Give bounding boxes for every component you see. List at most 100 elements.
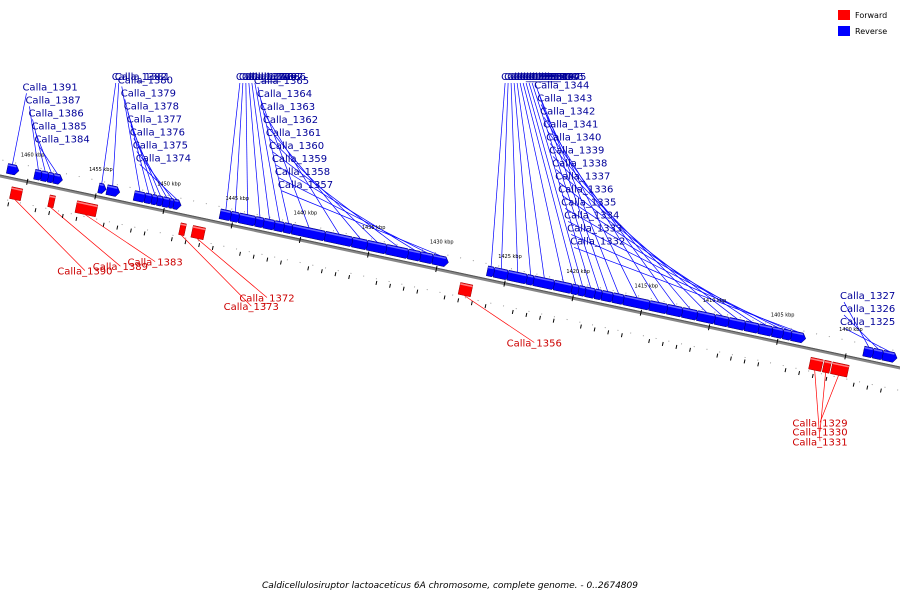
gene-label: Calla_1353: [507, 72, 562, 83]
gene-label: Calla_1325: [840, 317, 895, 328]
gene-calla-1374[interactable]: [172, 198, 182, 210]
gene-calla-1382[interactable]: [97, 182, 107, 194]
gene-label: Calla_1363: [260, 102, 315, 113]
gene-calla-1384[interactable]: [52, 173, 63, 185]
gene-label: Calla_1348: [522, 72, 577, 83]
gene-highlight: [697, 311, 715, 317]
gene-highlight: [367, 241, 386, 247]
gene-highlight: [54, 174, 61, 177]
gene-highlight: [824, 360, 832, 364]
minor-tick: [716, 353, 719, 358]
label-leader: [112, 82, 120, 186]
gene-highlight: [99, 183, 104, 187]
minor-tick: [116, 225, 119, 230]
gene-label: Calla_1379: [121, 88, 176, 99]
gene-highlight: [421, 252, 433, 257]
minor-tick: [648, 339, 651, 344]
minor-tick: [102, 222, 105, 227]
gene-label: Calla_1361: [266, 128, 321, 139]
minor-tick: [607, 330, 610, 335]
gene-highlight: [231, 211, 239, 215]
label-leader: [84, 214, 156, 262]
label-leader: [573, 247, 799, 333]
gene-highlight: [386, 245, 408, 251]
gene-highlight: [48, 172, 54, 176]
tick-mark: [707, 324, 711, 331]
tick-mark: [26, 178, 29, 185]
gene-label: Calla_1340: [546, 132, 601, 143]
label-leader: [251, 82, 270, 220]
axis-ticks: 1460 kbp 1455 kbp 1450 kbp 1445 kbp 1440 kbp…: [7, 152, 882, 393]
tick-label: 1450 kbp: [157, 181, 181, 187]
gene-label: Calla_1355: [501, 72, 556, 83]
gene-highlight: [715, 315, 729, 320]
gene-label: Calla_1339: [549, 145, 604, 156]
label-leader: [38, 145, 58, 175]
label-leader: [136, 151, 173, 199]
gene-highlight: [35, 170, 41, 173]
label-leader: [121, 86, 141, 192]
label-leader: [248, 82, 261, 218]
minor-tick: [252, 254, 255, 259]
gene-highlight: [433, 254, 446, 260]
gene-highlight: [791, 331, 804, 336]
minor-tick: [416, 289, 419, 294]
gene-highlight: [554, 280, 572, 286]
gene-label: Calla_1336: [558, 184, 613, 195]
gene-label: Calla_1387: [25, 95, 80, 106]
gene-highlight: [810, 357, 824, 363]
gene-label: Calla_1329: [792, 418, 847, 429]
gene-highlight: [325, 231, 352, 239]
gene-label: Calla_1358: [275, 167, 330, 178]
minor-tick: [348, 275, 351, 280]
label-leader: [558, 182, 738, 320]
minor-tick: [211, 245, 214, 251]
tick-label: 1405 kbp: [771, 312, 795, 318]
label-leader: [245, 82, 249, 215]
gene-highlight: [586, 287, 595, 291]
gene-calla-1330[interactable]: [821, 359, 832, 374]
gene-calla-1373[interactable]: [178, 222, 187, 237]
genome-axis-edge: [0, 174, 900, 368]
tick-label: 1445 kbp: [225, 196, 249, 202]
gene-highlight: [682, 308, 697, 313]
tick-mark: [162, 207, 165, 214]
minor-tick: [375, 280, 378, 285]
gene-label: Calla_1331: [792, 437, 847, 448]
gene-label: Calla_1383: [128, 258, 183, 269]
gene-highlight: [256, 217, 264, 221]
gene-label: Calla_1357: [278, 180, 333, 191]
tick-label: 1400 kbp: [839, 327, 863, 333]
minor-tick: [266, 257, 269, 262]
label-leader: [257, 86, 289, 224]
gene-label: Calla_1327: [840, 291, 895, 302]
gene-highlight: [174, 199, 179, 203]
label-leader: [130, 125, 161, 197]
label-leader: [139, 164, 178, 200]
minor-tick: [593, 327, 596, 332]
minor-tick: [443, 295, 446, 300]
minor-tick: [457, 298, 460, 303]
label-leader: [12, 93, 27, 165]
gene-calla-1389[interactable]: [47, 194, 56, 209]
gene-highlight: [527, 275, 534, 278]
gene-highlight: [239, 213, 256, 219]
tick-mark: [571, 295, 574, 302]
gene-highlight: [613, 293, 624, 297]
tick-mark: [639, 309, 643, 316]
minor-tick: [730, 356, 732, 361]
gene-highlight: [152, 195, 157, 198]
minor-tick: [130, 228, 132, 233]
gene-label: Calla_1337: [555, 171, 610, 182]
label-leader: [266, 125, 361, 239]
gene-highlight: [170, 198, 174, 201]
gene-label: Calla_1381: [115, 72, 170, 83]
minor-tick: [580, 324, 582, 329]
genome-axis-line: [0, 174, 900, 370]
minor-tick: [880, 388, 882, 393]
gene-highlight: [624, 295, 650, 303]
gene-label: Calla_1378: [124, 101, 179, 112]
gene-label: Calla_1390: [57, 267, 112, 278]
gene-highlight: [180, 223, 187, 227]
gene-label: Calla_1344: [534, 80, 589, 91]
